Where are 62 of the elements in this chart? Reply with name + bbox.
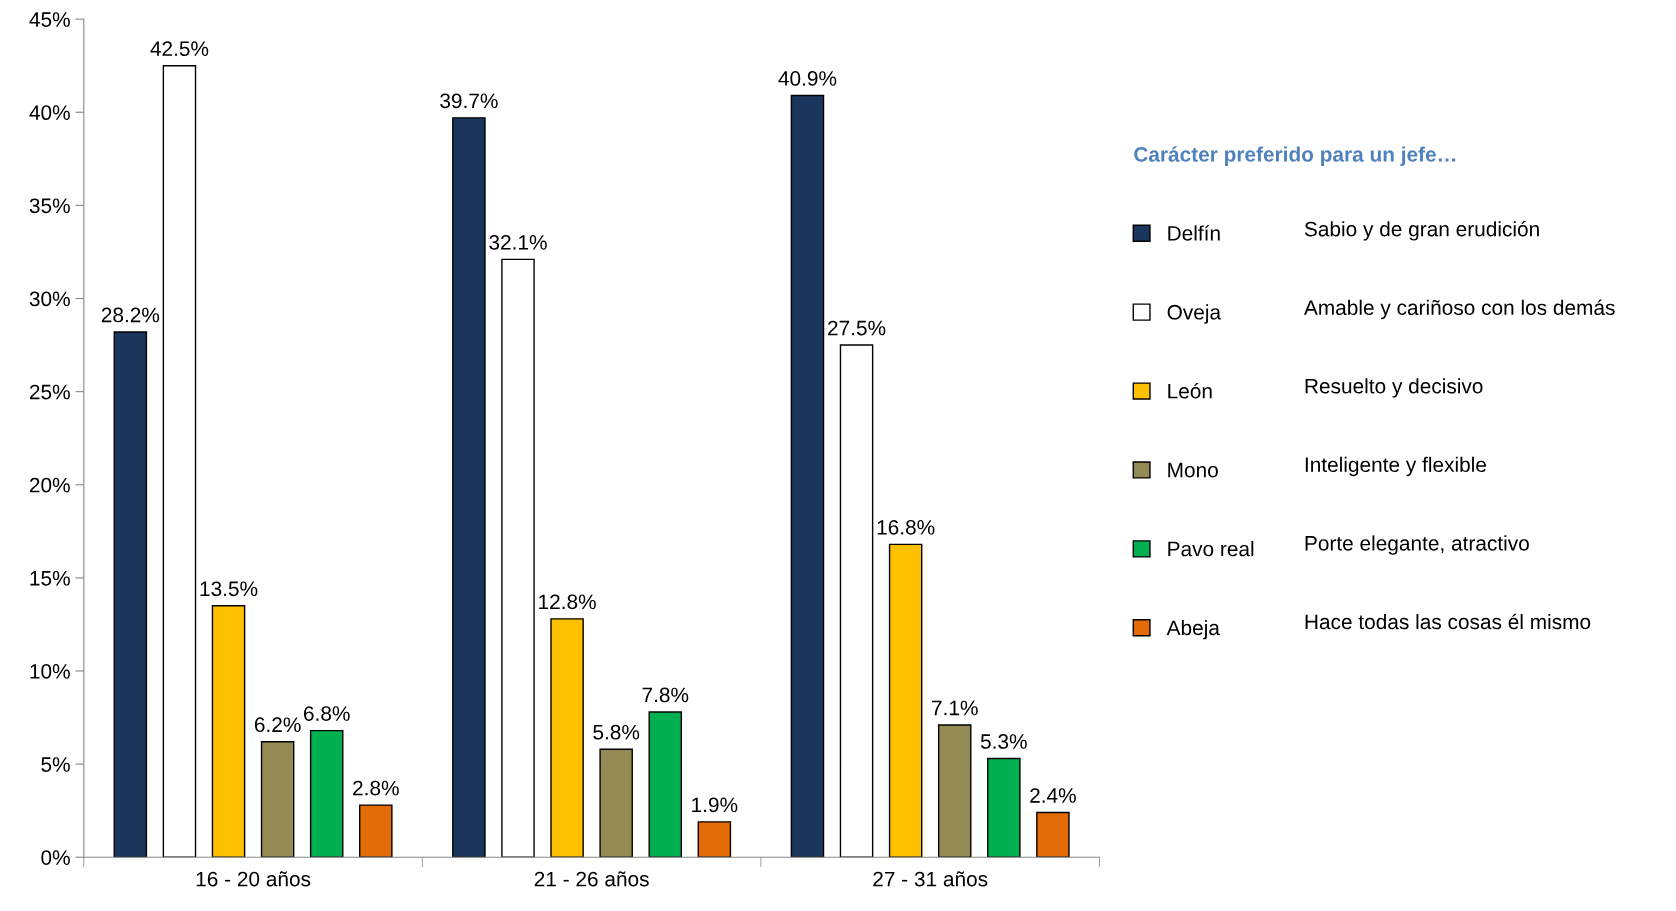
x-tick-label: 21 - 26 años (534, 871, 649, 887)
y-tick-label: 25% (29, 384, 70, 400)
bar (937, 724, 972, 858)
bar (162, 64, 197, 858)
legend-label: Abeja (1166, 619, 1220, 640)
bar (599, 748, 633, 858)
legend-label: Delfín (1168, 225, 1220, 241)
y-tick-label: 40% (29, 105, 70, 121)
x-tick-label: 16 - 20 años (196, 871, 311, 887)
data-label: 13.5% (200, 581, 258, 597)
y-tick-label: 15% (30, 570, 70, 586)
data-label: 32.1% (489, 234, 547, 250)
y-tick-label: 0% (41, 850, 70, 865)
bar (790, 94, 825, 858)
y-tick-label: 10% (30, 664, 70, 679)
data-label: 7.8% (642, 687, 689, 703)
data-label: 28.2% (101, 307, 160, 323)
bar (839, 344, 874, 858)
legend-title: Carácter preferido para un jefe… (1134, 146, 1456, 166)
legend-label: León (1168, 382, 1212, 399)
text: Amable y cariñoso con los demás (1303, 299, 1615, 320)
data-label: 2.4% (1030, 788, 1076, 803)
bar (359, 804, 393, 858)
bar (697, 821, 732, 858)
data-label: 7.1% (932, 700, 978, 716)
bar (987, 757, 1021, 858)
y-tick-label: 35% (29, 198, 70, 214)
data-label: 27.5% (828, 320, 886, 336)
bar (309, 729, 344, 858)
data-label: 2.8% (353, 780, 399, 796)
y-tick-label: 20% (29, 477, 70, 493)
bar (211, 605, 246, 858)
text: Hace todas las cosas él mismo (1305, 613, 1591, 630)
y-tick-label: 30% (29, 291, 70, 307)
text: Resuelto y decisivo (1305, 378, 1483, 398)
data-label: 39.7% (440, 93, 498, 109)
bar (888, 543, 923, 858)
y-tick-label: 5% (41, 757, 70, 772)
bar (648, 711, 683, 858)
data-label: 5.3% (980, 734, 1027, 749)
bar (260, 741, 295, 858)
data-label: 6.2% (254, 717, 301, 733)
data-label: 6.8% (304, 706, 350, 721)
data-label: 5.8% (593, 724, 640, 740)
legend-label: Pavo real (1168, 541, 1254, 557)
legend-label: Mono (1168, 462, 1218, 478)
text: Sabio y de gran erudición (1304, 220, 1539, 241)
text: Inteligente y flexible (1305, 456, 1486, 477)
bar (452, 117, 486, 858)
data-label: 12.8% (539, 594, 596, 610)
data-label: 40.9% (778, 71, 837, 86)
data-label: 16.8% (877, 519, 935, 535)
bar (501, 258, 535, 858)
bar (550, 618, 584, 858)
bar (1036, 811, 1070, 858)
data-label: 42.5% (150, 41, 209, 57)
text: Porte elegante, atractivo (1305, 535, 1529, 555)
x-tick-label: 27 - 31 años (873, 871, 988, 887)
y-tick-label: 45% (29, 12, 70, 27)
bar (113, 331, 148, 858)
data-label: 1.9% (692, 797, 738, 813)
legend-label: Oveja (1167, 304, 1222, 324)
